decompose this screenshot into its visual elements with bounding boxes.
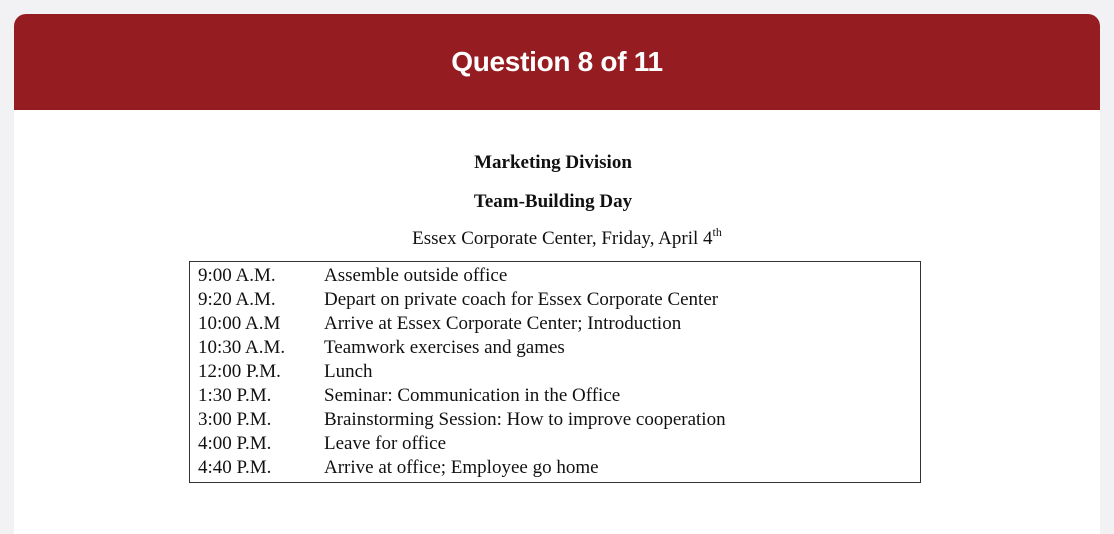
schedule-activity: Arrive at office; Employee go home xyxy=(324,457,599,478)
schedule-row: 10:30 A.M. Teamwork exercises and games xyxy=(190,336,920,360)
schedule-activity: Leave for office xyxy=(324,433,447,454)
schedule-row: 9:20 A.M. Depart on private coach for Es… xyxy=(190,288,920,312)
schedule-time: 1:30 P.M. xyxy=(198,385,272,406)
schedule-activity: Teamwork exercises and games xyxy=(324,337,565,358)
venue-date-suffix: th xyxy=(712,225,722,239)
schedule-table: 9:00 A.M. Assemble outside office 9:20 A… xyxy=(189,261,921,483)
schedule-activity: Depart on private coach for Essex Corpor… xyxy=(324,289,719,310)
schedule-row: 9:00 A.M. Assemble outside office xyxy=(190,264,920,288)
schedule-time: 10:30 A.M. xyxy=(198,337,286,358)
question-header: Question 8 of 11 xyxy=(14,14,1100,110)
schedule-time: 4:00 P.M. xyxy=(198,433,272,454)
schedule-activity: Assemble outside office xyxy=(324,265,508,286)
schedule-time: 3:00 P.M. xyxy=(198,409,272,430)
schedule-row: 4:40 P.M. Arrive at office; Employee go … xyxy=(190,456,920,480)
schedule-activity: Seminar: Communication in the Office xyxy=(324,385,621,406)
schedule-row: 4:00 P.M. Leave for office xyxy=(190,432,920,456)
schedule-time: 12:00 P.M. xyxy=(198,361,281,382)
document-title: Marketing Division xyxy=(474,152,632,173)
question-card: Question 8 of 11 Marketing Division Team… xyxy=(14,14,1100,534)
schedule-time: 4:40 P.M. xyxy=(198,457,272,478)
document-subtitle: Team-Building Day xyxy=(473,191,633,212)
question-document: Marketing Division Team-Building Day Ess… xyxy=(14,110,1100,530)
schedule-row: 3:00 P.M. Brainstorming Session: How to … xyxy=(190,408,920,432)
venue-line: Essex Corporate Center, Friday, April 4t… xyxy=(14,225,1100,250)
schedule-time: 10:00 A.M xyxy=(198,313,281,334)
schedule-activity: Arrive at Essex Corporate Center; Introd… xyxy=(324,313,682,334)
question-counter: Question 8 of 11 xyxy=(451,46,663,77)
venue-text: Essex Corporate Center, Friday, April 4 xyxy=(412,228,713,249)
schedule-time: 9:20 A.M. xyxy=(198,289,276,310)
schedule-row: 1:30 P.M. Seminar: Communication in the … xyxy=(190,384,920,408)
schedule-row: 12:00 P.M. Lunch xyxy=(190,360,920,384)
schedule-row: 10:00 A.M Arrive at Essex Corporate Cent… xyxy=(190,312,920,336)
schedule-activity: Lunch xyxy=(324,361,373,382)
schedule-time: 9:00 A.M. xyxy=(198,265,276,286)
schedule-activity: Brainstorming Session: How to improve co… xyxy=(324,409,726,430)
